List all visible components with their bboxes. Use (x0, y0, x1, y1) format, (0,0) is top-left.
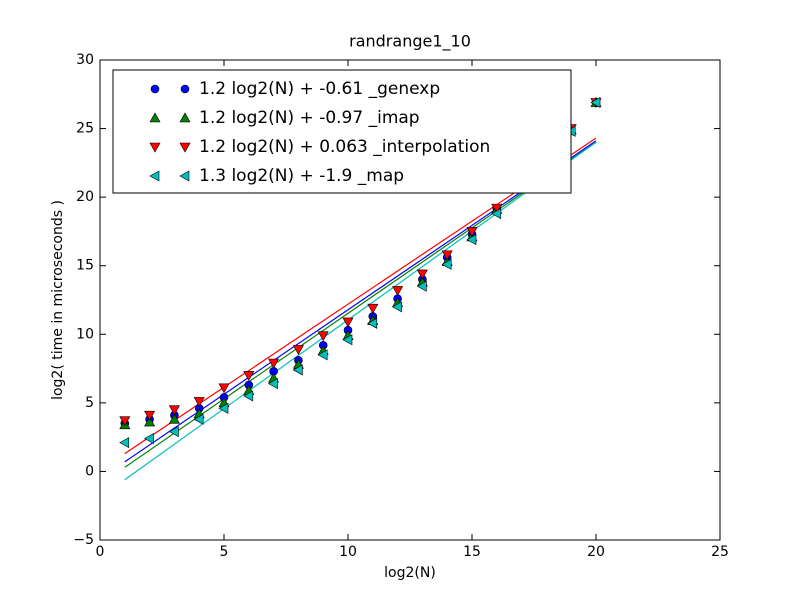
data-point (367, 317, 378, 329)
data-point (243, 371, 255, 382)
data-point (119, 416, 131, 427)
data-point (590, 97, 601, 109)
legend-marker (149, 112, 161, 123)
legend-marker (149, 142, 161, 153)
data-point (218, 383, 230, 394)
data-point (292, 364, 303, 376)
legend-marker (179, 142, 191, 153)
legend-marker (179, 112, 191, 123)
data-point (342, 317, 354, 328)
data-point (193, 413, 204, 425)
x-tick-label: 15 (463, 544, 481, 560)
data-point (441, 250, 453, 261)
data-point (317, 349, 328, 361)
data-point (168, 426, 179, 438)
data-point (441, 258, 452, 270)
data-point (268, 358, 280, 369)
legend-label: 1.2 log2(N) + 0.063 _interpolation (199, 137, 490, 157)
data-point (168, 413, 180, 424)
data-point (143, 433, 154, 445)
legend-marker (179, 170, 190, 182)
data-point (243, 390, 254, 402)
data-point (317, 331, 329, 342)
y-tick-label: 15 (76, 258, 94, 274)
legend-label: 1.2 log2(N) + -0.97 _imap (199, 108, 420, 128)
data-point (391, 301, 402, 313)
data-point (416, 280, 427, 292)
y-tick-label: 30 (76, 52, 94, 68)
data-point (416, 269, 428, 280)
x-tick-label: 25 (711, 544, 729, 560)
legend-marker (149, 170, 160, 182)
data-point (144, 416, 156, 427)
data-point (466, 227, 478, 238)
legend-marker (150, 84, 160, 94)
data-point (491, 208, 502, 220)
legend-box (112, 69, 572, 194)
data-point (342, 334, 353, 346)
data-point (491, 203, 503, 214)
chart-title: randrange1_10 (349, 32, 471, 52)
data-point (466, 234, 477, 246)
x-tick-label: 0 (96, 544, 105, 560)
data-point (119, 437, 130, 449)
data-point (193, 397, 205, 408)
y-tick-label: 20 (76, 189, 94, 205)
y-tick-label: −5 (73, 532, 94, 548)
legend-label: 1.3 log2(N) + -1.9 _map (199, 166, 404, 186)
y-axis-label: log2( time in microseconds ) (50, 200, 66, 400)
data-point (144, 410, 156, 421)
y-tick-label: 0 (85, 463, 94, 479)
x-tick-label: 5 (220, 544, 229, 560)
fit-line (124, 141, 597, 468)
legend-marker (180, 84, 190, 94)
y-tick-label: 10 (76, 326, 94, 342)
y-tick-label: 5 (85, 395, 94, 411)
data-point (168, 405, 180, 416)
y-tick-label: 25 (76, 121, 94, 137)
legend-label: 1.2 log2(N) + -0.61 _genexp (199, 79, 440, 99)
data-point (267, 378, 278, 390)
data-point (292, 345, 304, 355)
x-tick-label: 10 (339, 544, 357, 560)
data-point (367, 303, 379, 314)
data-point (218, 402, 229, 414)
x-tick-label: 20 (587, 544, 605, 560)
x-axis-label: log2(N) (384, 565, 436, 581)
data-point (392, 286, 404, 297)
